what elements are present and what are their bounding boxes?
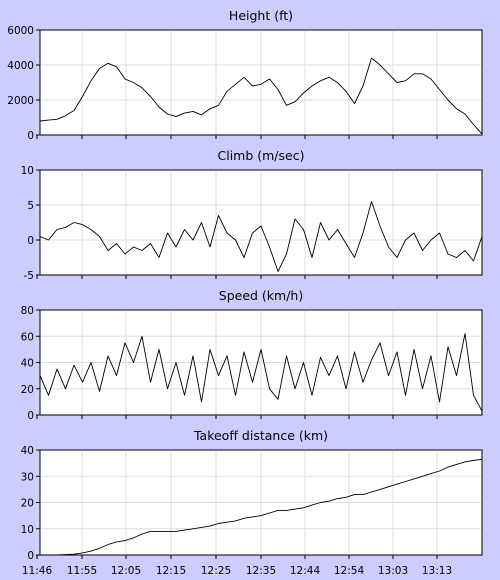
panel-4-x-tick-label: 13:13 [422, 565, 452, 577]
panel-4-x-tick-label: 12:35 [246, 565, 276, 577]
panel-4-x-tick-label: 12:15 [156, 565, 186, 577]
panel-4-y-tick-label: 0 [27, 550, 34, 562]
panel-3-y-tick-label: 60 [21, 331, 34, 343]
panel-4-y-tick-label: 30 [21, 471, 34, 483]
panel-3-series-line [39, 333, 483, 412]
panel-2-y-tick-label: 0 [27, 235, 34, 247]
panel-4-x-tick-label: 11:55 [67, 565, 97, 577]
panel-1-title: Height (ft) [229, 8, 293, 23]
panel-1-series-line [39, 57, 483, 135]
panel-2-y-tick-label: -5 [24, 270, 34, 282]
panel-1-y-tick-label: 6000 [7, 25, 34, 37]
panel-1-y-tick-label: 2000 [7, 95, 34, 107]
panel-3-y-tick-label: 0 [27, 410, 34, 422]
panel-4-y-tick-label: 20 [21, 498, 34, 510]
panel-4-y-tick-label: 10 [21, 524, 34, 536]
panel-4-x-tick-label: 12:54 [334, 565, 365, 577]
panel-4-x-tick-label: 13:03 [378, 565, 408, 577]
panel-3-y-tick-label: 80 [21, 305, 34, 317]
panel-4-x-tick-label: 12:44 [290, 565, 321, 577]
panel-3-y-tick-label: 20 [21, 384, 34, 396]
panel-4-title: Takeoff distance (km) [193, 428, 328, 443]
panel-4-x-tick-label: 12:05 [111, 565, 141, 577]
panel-2-y-tick-label: 10 [21, 165, 34, 177]
panel-3-title: Speed (km/h) [219, 288, 303, 303]
panel-3-y-tick-label: 40 [21, 358, 34, 370]
panel-4-x-tick-label: 12:25 [201, 565, 231, 577]
panel-2-series-line [39, 201, 483, 272]
panel-2-title: Climb (m/sec) [218, 148, 305, 163]
panel-1-y-tick-label: 4000 [7, 60, 34, 72]
panel-2-y-tick-label: 5 [27, 200, 34, 212]
panel-4-x-tick-label: 11:46 [22, 565, 53, 577]
panel-1-y-tick-label: 0 [27, 130, 34, 142]
panel-4-y-tick-label: 40 [21, 445, 34, 457]
panel-4-series-line [40, 458, 483, 556]
